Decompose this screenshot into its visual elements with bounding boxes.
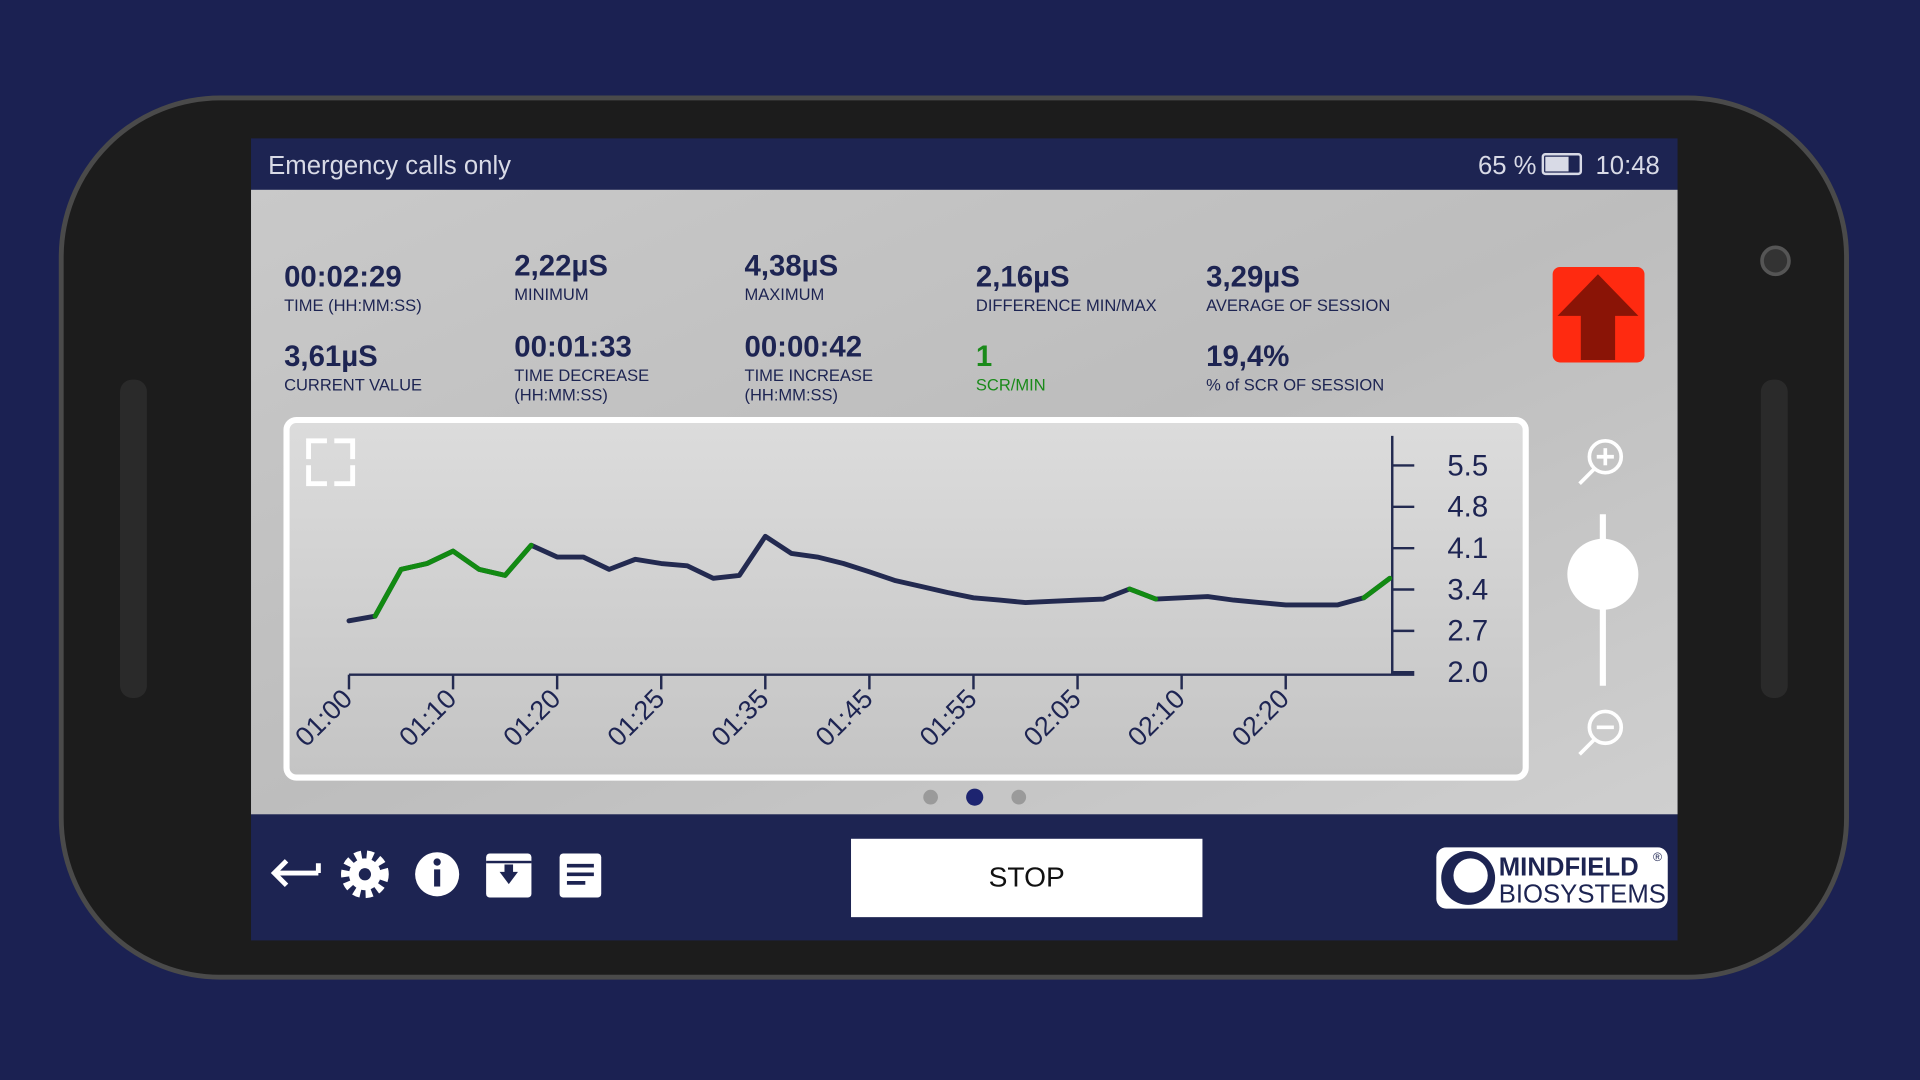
camera xyxy=(1760,245,1791,277)
logo-line1: MINDFIELD xyxy=(1499,854,1639,882)
stat-label: SCR/MIN xyxy=(976,376,1046,395)
speaker xyxy=(120,379,147,698)
stat-value: 4,38µS xyxy=(744,250,838,283)
clock: 10:48 xyxy=(1596,152,1660,180)
stat-label: (HH:MM:SS) xyxy=(514,385,608,404)
stop-button[interactable] xyxy=(851,838,1203,918)
zoom-in[interactable] xyxy=(1578,438,1624,485)
y-tick-label: 2.7 xyxy=(1447,615,1488,648)
y-tick-label: 4.1 xyxy=(1447,532,1488,565)
zoom-out[interactable] xyxy=(1578,709,1624,756)
stop-label: STOP xyxy=(989,862,1065,893)
stats: 00:02:29 TIME (HH:MM:SS) 2,22µS MINIMUM 4,38… xyxy=(284,250,1390,405)
logo-line2: BIOSYSTEMS xyxy=(1499,880,1666,908)
battery-icon xyxy=(1541,153,1583,176)
speaker xyxy=(1760,379,1788,698)
stat-value: 3,61µS xyxy=(284,340,378,373)
battery-level: 65 % xyxy=(1478,152,1537,180)
stat-value: 2,16µS xyxy=(976,261,1070,294)
chart-panel xyxy=(283,416,1529,781)
stat-label: TIME INCREASE xyxy=(744,366,872,385)
stat-value: 3,29µS xyxy=(1206,261,1300,294)
fullscreen-icon[interactable] xyxy=(306,438,356,487)
y-tick-label: 2.0 xyxy=(1447,656,1488,689)
y-tick-label: 4.8 xyxy=(1447,491,1488,524)
y-tick-label: 5.5 xyxy=(1447,449,1488,482)
stat-label: DIFFERENCE MIN/MAX xyxy=(976,296,1157,315)
stat-label: MINIMUM xyxy=(514,285,588,304)
stat-value: 00:00:42 xyxy=(744,330,862,363)
report-button[interactable] xyxy=(559,853,602,898)
stat-value: 00:02:29 xyxy=(284,261,402,294)
stat-value: 1 xyxy=(976,340,992,373)
page-dot[interactable] xyxy=(1011,789,1027,805)
stat-value: 19,4% xyxy=(1206,340,1289,373)
stat-label: AVERAGE OF SESSION xyxy=(1206,296,1390,315)
stat-label: MAXIMUM xyxy=(744,285,824,304)
archive-button[interactable] xyxy=(486,853,532,898)
line-series xyxy=(372,542,1393,619)
logo: MINDFIELD ® BIOSYSTEMS xyxy=(1436,847,1668,909)
y-tick-label: 3.4 xyxy=(1447,573,1488,606)
page-dot[interactable] xyxy=(923,789,938,805)
stat-label: (HH:MM:SS) xyxy=(744,385,838,404)
trend-arrow xyxy=(1557,274,1639,360)
info-button[interactable] xyxy=(415,852,460,897)
stat-label: TIME DECREASE xyxy=(514,366,649,385)
stat-label: TIME (HH:MM:SS) xyxy=(284,296,422,315)
stat-value: 2,22µS xyxy=(514,250,608,283)
zoom-knob[interactable] xyxy=(1567,538,1639,610)
page-dot-active[interactable] xyxy=(966,788,984,806)
stat-label: CURRENT VALUE xyxy=(284,376,422,395)
stat-label: % of SCR OF SESSION xyxy=(1206,376,1384,395)
settings-button[interactable] xyxy=(341,850,389,899)
battery-fill xyxy=(1545,156,1569,172)
back-button[interactable] xyxy=(270,859,321,888)
stat-value: 00:01:33 xyxy=(514,330,632,363)
logo-mark: ® xyxy=(1653,850,1662,864)
carrier: Emergency calls only xyxy=(268,152,511,180)
